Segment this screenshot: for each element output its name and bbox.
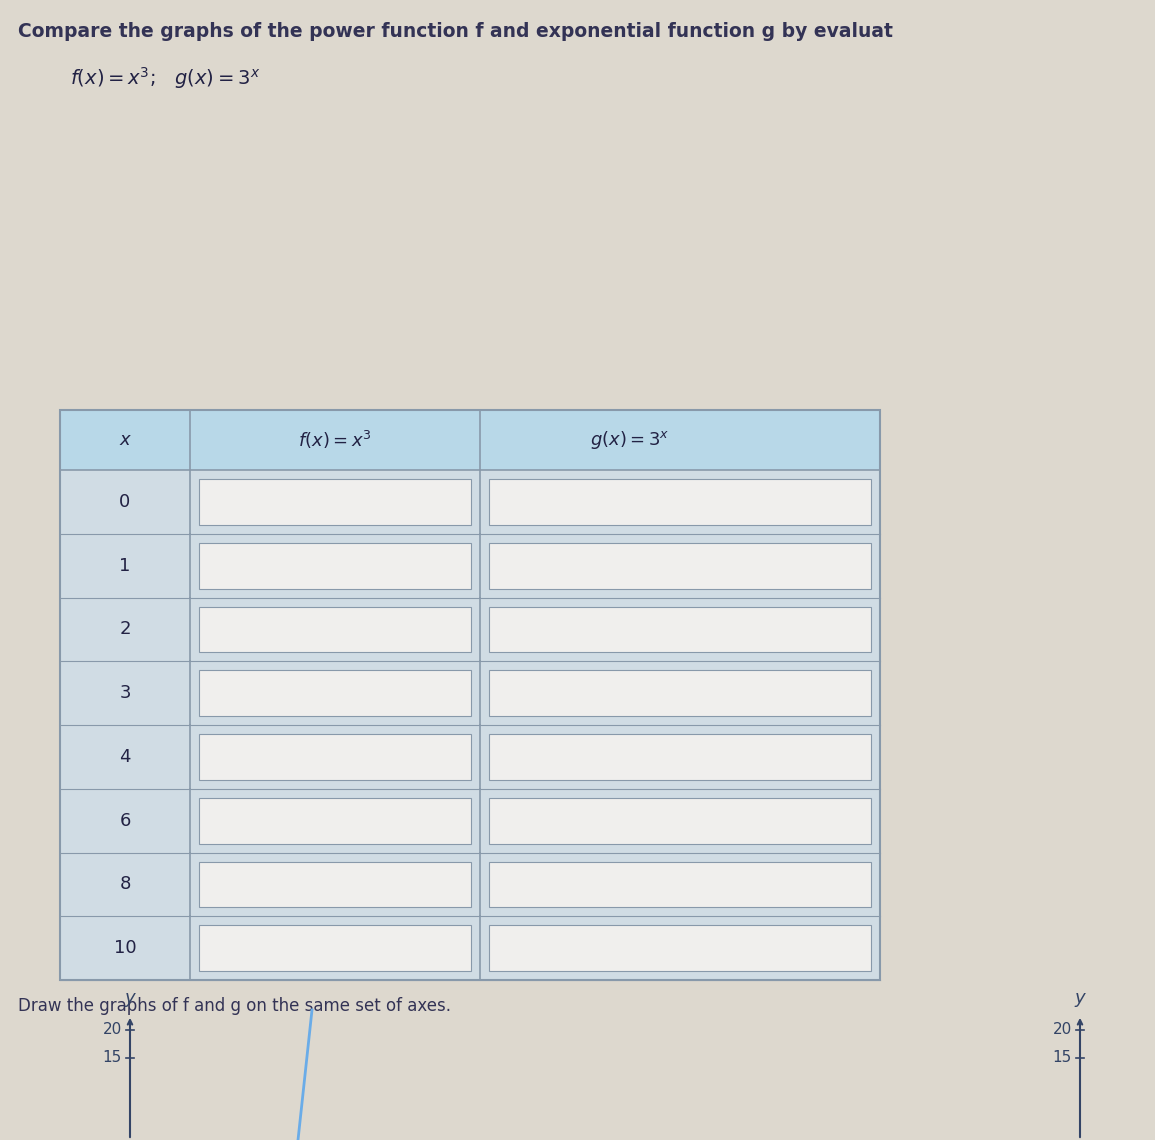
Bar bbox=[60, 534, 880, 597]
Text: 8: 8 bbox=[119, 876, 131, 894]
Text: Draw the graphs of f and g on the same set of axes.: Draw the graphs of f and g on the same s… bbox=[18, 998, 450, 1015]
Bar bbox=[60, 410, 880, 980]
Text: 0: 0 bbox=[119, 492, 131, 511]
Bar bbox=[199, 926, 471, 971]
Text: 1: 1 bbox=[119, 556, 131, 575]
Bar bbox=[60, 661, 880, 725]
Text: $f(x) = x^3$: $f(x) = x^3$ bbox=[298, 429, 372, 451]
Bar bbox=[489, 606, 871, 652]
Bar bbox=[199, 543, 471, 588]
Bar bbox=[60, 725, 880, 789]
Bar bbox=[489, 479, 871, 524]
Text: y: y bbox=[125, 990, 135, 1007]
Text: 4: 4 bbox=[119, 748, 131, 766]
Bar bbox=[489, 670, 871, 716]
Bar bbox=[60, 789, 880, 853]
Bar bbox=[199, 479, 471, 524]
Bar bbox=[199, 798, 471, 844]
Bar bbox=[489, 734, 871, 780]
Bar bbox=[60, 470, 880, 534]
Text: y: y bbox=[1074, 990, 1086, 1007]
Text: 20: 20 bbox=[1052, 1023, 1072, 1037]
Text: Compare the graphs of the power function f and exponential function g by evaluat: Compare the graphs of the power function… bbox=[18, 22, 893, 41]
Bar bbox=[199, 606, 471, 652]
Text: 3: 3 bbox=[119, 684, 131, 702]
Bar bbox=[199, 862, 471, 907]
Bar bbox=[199, 670, 471, 716]
Text: 15: 15 bbox=[1052, 1050, 1072, 1065]
Bar bbox=[60, 917, 880, 980]
Bar bbox=[60, 410, 880, 470]
Text: 6: 6 bbox=[119, 812, 131, 830]
Text: $g(x) = 3^x$: $g(x) = 3^x$ bbox=[590, 429, 670, 451]
Text: $f(x) = x^3$;   $g(x) = 3^x$: $f(x) = x^3$; $g(x) = 3^x$ bbox=[70, 65, 260, 91]
Bar bbox=[489, 798, 871, 844]
Bar bbox=[199, 734, 471, 780]
Bar bbox=[489, 926, 871, 971]
Text: 20: 20 bbox=[103, 1023, 122, 1037]
Text: x: x bbox=[120, 431, 131, 449]
Bar bbox=[489, 543, 871, 588]
Text: 2: 2 bbox=[119, 620, 131, 638]
Text: 10: 10 bbox=[113, 939, 136, 958]
Bar bbox=[60, 597, 880, 661]
Bar bbox=[489, 862, 871, 907]
Text: 15: 15 bbox=[103, 1050, 122, 1065]
Bar bbox=[60, 853, 880, 917]
